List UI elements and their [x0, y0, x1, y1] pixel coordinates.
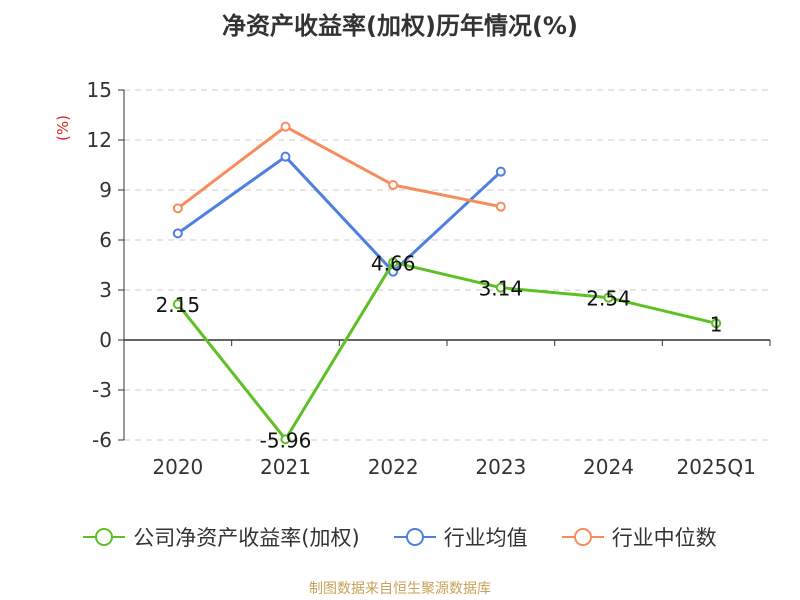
data-label: 2.54 — [586, 287, 631, 311]
y-axis-label: (%) — [54, 115, 72, 141]
x-tick-label: 2024 — [583, 455, 634, 479]
data-point — [603, 292, 614, 303]
y-tick-label: 6 — [99, 228, 112, 252]
chart-title: 净资产收益率(加权)历年情况(%) — [222, 12, 578, 40]
legend-label: 行业中位数 — [611, 526, 717, 550]
y-tick-label: 12 — [87, 128, 112, 152]
data-point — [280, 151, 291, 162]
x-tick-label: 2023 — [475, 455, 526, 479]
series-2 — [172, 121, 506, 214]
data-point — [172, 228, 183, 239]
axes: 15 12 9 6 3 0 -3 -6 2020 2021 2022 2023 2024 2025Q1 — [87, 78, 771, 479]
x-tick-label: 2021 — [260, 455, 311, 479]
data-point — [280, 121, 291, 132]
series-lines — [172, 121, 722, 445]
data-point — [388, 257, 399, 268]
data-point — [172, 203, 183, 214]
legend-item[interactable]: 公司净资产收益率(加权) — [83, 522, 360, 552]
legend-item[interactable]: 行业中位数 — [561, 522, 717, 552]
series-1 — [172, 151, 506, 277]
x-tick-label: 2020 — [152, 455, 203, 479]
legend-swatch — [561, 528, 604, 546]
data-point — [280, 434, 291, 445]
legend-label: 行业均值 — [443, 526, 528, 550]
y-tick-label: 9 — [99, 178, 112, 202]
data-point — [495, 282, 506, 293]
data-point — [495, 201, 506, 212]
y-tick-label: 15 — [87, 78, 112, 102]
data-labels: 2.15 -5.96 4.66 3.14 2.54 1 — [156, 251, 723, 452]
gridlines — [124, 89, 770, 441]
source-note: 制图数据来自恒生聚源数据库 — [309, 581, 491, 597]
data-label: -5.96 — [260, 428, 312, 452]
legend-swatch — [393, 528, 436, 546]
series-line — [176, 125, 502, 210]
legend-swatch — [83, 528, 126, 546]
series-line — [176, 155, 502, 274]
data-point — [711, 318, 722, 329]
legend-item[interactable]: 行业均值 — [393, 522, 528, 552]
y-tick-label: 0 — [99, 328, 112, 352]
legend: 公司净资产收益率(加权) 行业均值 行业中位数 — [0, 519, 800, 555]
data-label: 4.66 — [371, 251, 416, 275]
y-tick-label: -6 — [92, 428, 112, 452]
data-point — [388, 180, 399, 190]
series-line — [176, 260, 717, 441]
data-label: 1 — [710, 312, 723, 336]
y-tick-label: -3 — [92, 378, 112, 402]
data-label: 3.14 — [479, 277, 524, 301]
data-point — [172, 299, 183, 310]
x-tick-label: 2025Q1 — [676, 455, 755, 479]
data-point — [495, 166, 506, 177]
x-tick-label: 2022 — [368, 455, 419, 479]
y-tick-label: 3 — [99, 278, 112, 302]
data-label: 2.15 — [156, 293, 201, 317]
legend-label: 公司净资产收益率(加权) — [133, 526, 360, 550]
series-0 — [172, 257, 722, 445]
